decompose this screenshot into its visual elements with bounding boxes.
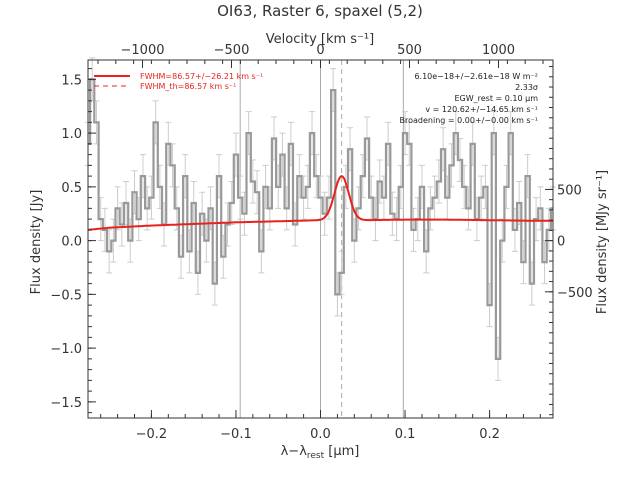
x-axis-label-sub: rest [307,451,325,461]
annotation-flux: 6.10e−18+/−2.61e−18 W m⁻² [414,72,538,81]
y-tick-label-1: −1.0 [50,342,82,357]
legend-label-th: FWHM_th=86.57 km s⁻¹ [140,82,236,91]
top-tick-label-0: −1000 [121,43,165,58]
top-tick-label-2: 0 [316,43,324,58]
top-tick-label-4: 1000 [482,43,515,58]
chart-title: OI63, Raster 6, spaxel (5,2) [217,2,423,20]
tick-marks [88,60,553,418]
x-tick-label-2: 0.0 [310,427,331,442]
fit-annotations: 6.10e−18+/−2.61e−18 W m⁻² 2.33σ EGW_rest… [400,72,539,125]
y-tick-label-3: 0.0 [61,235,82,250]
x-tick-label-4: 0.2 [479,427,500,442]
x-axis-label-unit: [μm] [324,444,359,459]
right-axis-label: Flux density [MJy sr⁻¹] [595,170,610,314]
y-tick-label-0: −1.5 [50,396,82,411]
legend: FWHM=86.57+/−26.21 km s⁻¹ FWHM_th=86.57 … [94,72,263,91]
x-tick-label-1: −0.1 [220,427,252,442]
y-tick-label-6: 1.5 [61,73,82,88]
x-tick-label-3: 0.1 [395,427,416,442]
x-axis-label-main: λ−λ [281,444,308,459]
y-tick-label-2: −0.5 [50,288,82,303]
right-tick-label-1: 0 [557,235,565,250]
x-tick-label-0: −0.2 [136,427,168,442]
right-tick-label-2: 500 [557,183,582,198]
legend-label-fit: FWHM=86.57+/−26.21 km s⁻¹ [140,72,263,81]
y-axis-label: Flux density [Jy] [29,190,44,295]
annotation-sigma: 2.33σ [515,83,538,92]
fit-line [87,174,553,231]
top-tick-label-3: 500 [397,43,422,58]
y-tick-label-5: 1.0 [61,127,82,142]
annotation-velocity: v = 120.62+/−14.65 km s⁻¹ [425,105,538,114]
fit-series [87,174,553,231]
top-axis-label: Velocity [km s⁻¹] [266,32,374,47]
annotation-egw: EGW_rest = 0.10 μm [454,94,538,103]
right-tick-label-0: −500 [557,286,593,301]
reference-lines [239,60,404,418]
x-axis-label: λ−λrest [μm] [281,444,360,461]
top-tick-label-1: −500 [214,43,250,58]
annotation-broadening: Broadening = 0.00+/−0.00 km s⁻¹ [400,116,538,125]
y-tick-label-4: 0.5 [61,181,82,196]
